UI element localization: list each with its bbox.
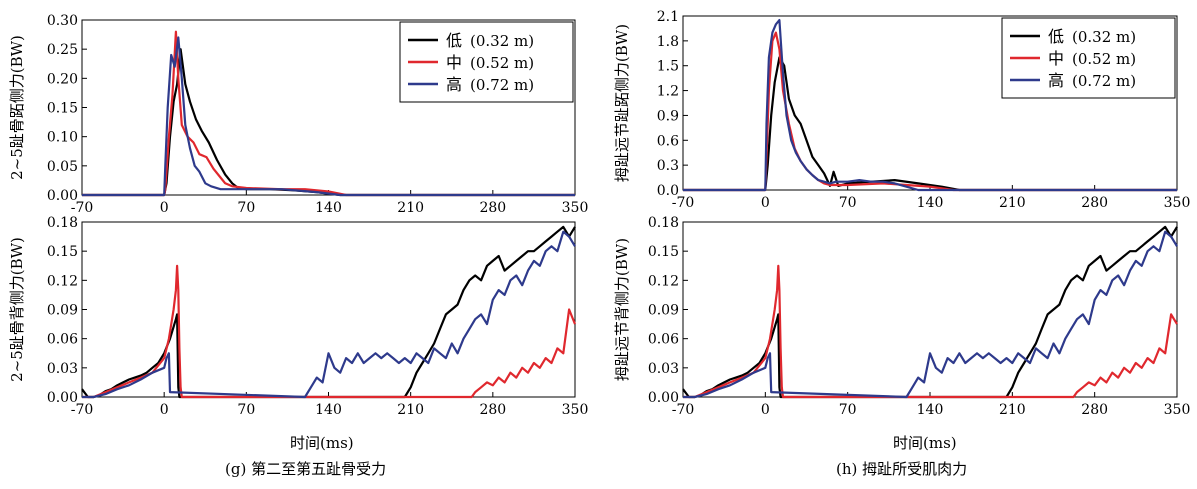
x-tick-label: 350 — [562, 402, 589, 418]
y-tick-label: 0.15 — [648, 244, 679, 260]
y-tick-label: 0.03 — [47, 361, 78, 377]
x-tick-label: -70 — [71, 402, 94, 418]
x-tick-label: 140 — [917, 402, 944, 418]
x-tick-label: 70 — [237, 402, 255, 418]
x-tick-label: 280 — [479, 402, 506, 418]
x-tick-label: 350 — [1164, 195, 1191, 211]
legend-value: (0.72 m) — [470, 76, 534, 94]
x-tick-label: 0 — [160, 200, 169, 216]
y-tick-label: 0.10 — [47, 130, 78, 146]
series-line-1 — [82, 264, 577, 399]
x-tick-label: 210 — [999, 195, 1026, 211]
series-line-2 — [683, 19, 1177, 192]
legend-label: 低 — [446, 31, 462, 50]
y-tick-label: 1.5 — [657, 59, 679, 75]
series-line-0 — [683, 56, 1177, 192]
caption-h: (h) 拇趾所受肌肉力 — [836, 460, 968, 478]
y-tick-label: 0.25 — [47, 42, 78, 58]
legend-label: 低 — [1048, 27, 1064, 46]
legend-label: 高 — [446, 75, 462, 94]
legend-label: 中 — [1048, 49, 1064, 68]
legend-label: 高 — [1048, 71, 1064, 90]
x-tick-label: 280 — [1081, 195, 1108, 211]
x-tick-label: -70 — [672, 402, 695, 418]
legend-label: 中 — [446, 53, 462, 72]
y-tick-label: 0.09 — [47, 303, 78, 319]
y-tick-label: 0.18 — [47, 215, 78, 231]
series-line-0 — [81, 225, 576, 399]
x-tick-label: 210 — [397, 200, 424, 216]
y-tick-label: 0.9 — [657, 108, 679, 124]
y-tick-label: 0.18 — [648, 215, 679, 231]
series-line-2 — [82, 36, 575, 197]
legend-value: (0.52 m) — [1072, 50, 1136, 68]
legend-value: (0.32 m) — [470, 32, 534, 50]
y-tick-label: 0.15 — [47, 244, 78, 260]
series-line-2 — [82, 230, 576, 399]
x-axis-title-right: 时间(ms) — [893, 434, 957, 452]
x-tick-label: 280 — [479, 200, 506, 216]
x-tick-label: 70 — [237, 200, 255, 216]
y-tick-label: 0.12 — [648, 273, 679, 289]
series-line-0 — [682, 225, 1178, 399]
x-tick-label: 70 — [839, 195, 857, 211]
legend-value: (0.52 m) — [470, 54, 534, 72]
y-tick-label: 0.30 — [47, 13, 78, 29]
x-tick-label: -70 — [71, 200, 94, 216]
y-tick-label: 0.6 — [657, 133, 679, 149]
x-tick-label: 70 — [839, 402, 857, 418]
y-tick-label: 0.15 — [47, 101, 78, 117]
legend-value: (0.72 m) — [1072, 72, 1136, 90]
y-tick-label: 1.2 — [657, 84, 679, 100]
y-tick-label: 0.00 — [47, 390, 78, 406]
x-tick-label: 350 — [562, 200, 589, 216]
x-tick-label: 140 — [315, 402, 342, 418]
x-tick-label: 0 — [761, 402, 770, 418]
y-tick-label: 0.00 — [648, 390, 679, 406]
x-tick-label: 210 — [397, 402, 424, 418]
x-axis-title-left: 时间(ms) — [290, 434, 354, 452]
y-tick-label: 0.09 — [648, 303, 679, 319]
y-tick-label: 0.06 — [47, 332, 78, 348]
x-tick-label: 350 — [1164, 402, 1191, 418]
y-tick-label: 0.06 — [648, 332, 679, 348]
y-tick-label: 0.0 — [657, 183, 679, 199]
y-tick-label: 0.05 — [47, 159, 78, 175]
x-tick-label: 280 — [1081, 402, 1108, 418]
y-tick-label: 2.1 — [657, 9, 679, 25]
x-tick-label: -70 — [672, 195, 695, 211]
y-tick-label: 0.00 — [47, 188, 78, 204]
y-tick-label: 0.12 — [47, 273, 78, 289]
x-tick-label: 210 — [999, 402, 1026, 418]
x-tick-label: 0 — [761, 195, 770, 211]
y-tick-label: 0.3 — [657, 158, 679, 174]
y-tick-label: 1.8 — [657, 34, 679, 50]
legend-value: (0.32 m) — [1072, 28, 1136, 46]
y-tick-label: 0.20 — [47, 71, 78, 87]
series-line-1 — [683, 264, 1178, 399]
x-tick-label: 0 — [160, 402, 169, 418]
y-axis-label: 拇趾远节趾跖侧力(BW) — [613, 24, 631, 182]
y-axis-label: 2~5趾骨背侧力(BW) — [8, 237, 26, 382]
x-tick-label: 140 — [917, 195, 944, 211]
y-axis-label: 拇趾远节背侧力(BW) — [613, 238, 631, 381]
series-line-2 — [683, 230, 1178, 399]
y-axis-label: 2~5趾骨跖侧力(BW) — [8, 35, 26, 180]
caption-g: (g) 第二至第五趾骨受力 — [225, 460, 387, 478]
y-tick-label: 0.03 — [648, 361, 679, 377]
x-tick-label: 140 — [315, 200, 342, 216]
